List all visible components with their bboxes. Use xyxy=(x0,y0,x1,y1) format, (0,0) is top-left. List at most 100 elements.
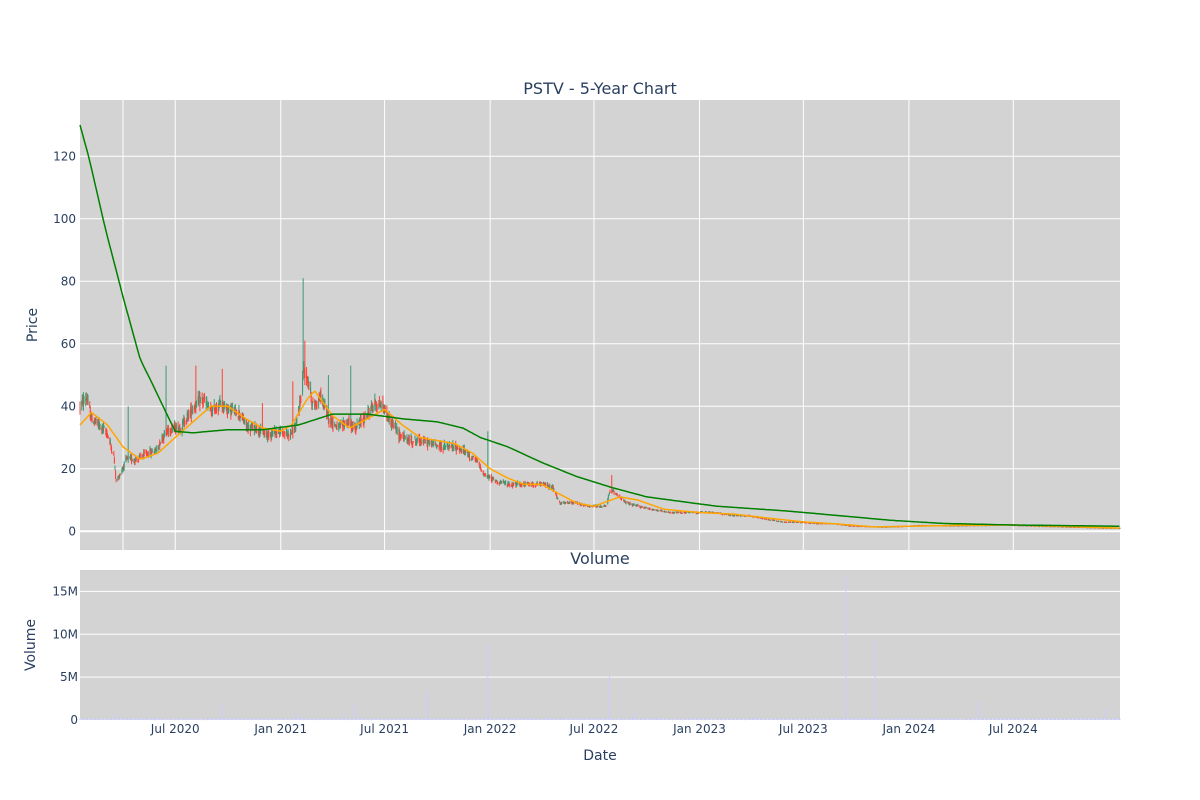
candle-body xyxy=(769,519,771,521)
volume-bar xyxy=(428,718,430,720)
volume-bar xyxy=(798,719,800,720)
candle-body xyxy=(90,414,92,420)
candle xyxy=(439,441,441,446)
volume-bar xyxy=(390,719,392,720)
volume-bar xyxy=(392,719,394,720)
volume-bar xyxy=(800,718,802,720)
candle xyxy=(243,419,245,425)
candle xyxy=(506,483,508,488)
volume-bar xyxy=(154,719,156,721)
volume-bar xyxy=(255,719,257,721)
volume-bar xyxy=(167,719,169,720)
volume-bar xyxy=(298,719,300,721)
candle-body xyxy=(119,475,121,477)
volume-bar xyxy=(826,719,828,720)
candle-body xyxy=(637,505,639,507)
candle xyxy=(318,397,320,409)
volume-bar xyxy=(591,718,593,720)
candle xyxy=(604,504,606,507)
candle-body xyxy=(139,454,141,457)
candle xyxy=(556,494,558,499)
candle-body xyxy=(822,523,824,525)
candle xyxy=(406,434,408,444)
volume-bar xyxy=(318,719,320,720)
volume-bar xyxy=(435,718,437,720)
volume-bar xyxy=(462,719,464,721)
volume-bar xyxy=(902,718,904,720)
volume-bar xyxy=(884,718,886,720)
candle xyxy=(624,500,626,502)
volume-bar xyxy=(806,719,808,720)
candle-body xyxy=(536,482,538,484)
volume-bar xyxy=(680,719,682,720)
volume-bar xyxy=(564,719,566,721)
candle xyxy=(244,417,246,425)
candle-body xyxy=(636,505,638,507)
candle xyxy=(158,445,160,450)
volume-bar xyxy=(717,718,719,720)
candle xyxy=(113,450,115,457)
candle xyxy=(491,477,493,482)
volume-bar xyxy=(789,718,791,720)
candle-body xyxy=(849,525,851,527)
candle xyxy=(599,505,601,508)
volume-bar xyxy=(696,719,698,721)
candle-body xyxy=(323,404,325,410)
candle-body xyxy=(106,432,108,437)
volume-bar xyxy=(431,718,433,720)
candle-body xyxy=(568,502,570,504)
volume-bar xyxy=(332,718,334,720)
candle xyxy=(647,507,649,510)
candle xyxy=(260,423,262,434)
candle xyxy=(509,483,511,488)
volume-bar xyxy=(343,718,345,720)
volume-bar xyxy=(470,719,472,720)
volume-bar xyxy=(205,719,207,721)
volume-y-tick-label: 0 xyxy=(70,713,78,727)
volume-bar xyxy=(163,719,165,721)
candle-body xyxy=(758,517,760,519)
candle-body xyxy=(230,406,232,415)
candle xyxy=(215,403,217,414)
volume-bar xyxy=(117,718,119,720)
volume-bar xyxy=(877,719,879,720)
volume-bar xyxy=(773,719,775,720)
volume-bar xyxy=(684,718,686,720)
candle xyxy=(663,510,665,513)
volume-bar xyxy=(283,718,285,720)
volume-bar xyxy=(479,719,481,720)
volume-bar xyxy=(817,718,819,720)
volume-bar xyxy=(162,719,164,721)
volume-bar xyxy=(651,718,653,720)
volume-bar xyxy=(739,719,741,720)
candle-body xyxy=(732,515,734,517)
candle xyxy=(339,422,341,429)
candle-body xyxy=(456,447,458,451)
candle-body xyxy=(511,483,513,485)
volume-bar xyxy=(483,718,485,720)
volume-bar xyxy=(629,719,631,720)
candle xyxy=(785,521,787,523)
candle xyxy=(418,433,420,443)
candle-body xyxy=(283,432,285,434)
candle-body xyxy=(800,522,802,524)
volume-bar xyxy=(189,718,191,720)
price-y-tick-label: 120 xyxy=(53,149,76,163)
candle-body xyxy=(534,486,536,488)
volume-bar xyxy=(94,719,96,721)
candle-body xyxy=(166,429,168,432)
candle-body xyxy=(83,400,85,402)
volume-bar xyxy=(697,718,699,720)
candle-body xyxy=(615,493,617,495)
candle-body xyxy=(506,484,508,487)
volume-bar xyxy=(492,719,494,720)
candle-body xyxy=(422,440,424,442)
candle xyxy=(637,504,639,507)
candle-body xyxy=(242,417,244,419)
volume-bar xyxy=(652,719,654,721)
candle-body xyxy=(508,482,510,485)
volume-bar xyxy=(485,719,487,721)
candle xyxy=(350,419,352,434)
candle-body xyxy=(627,502,629,504)
volume-bar xyxy=(535,718,537,720)
